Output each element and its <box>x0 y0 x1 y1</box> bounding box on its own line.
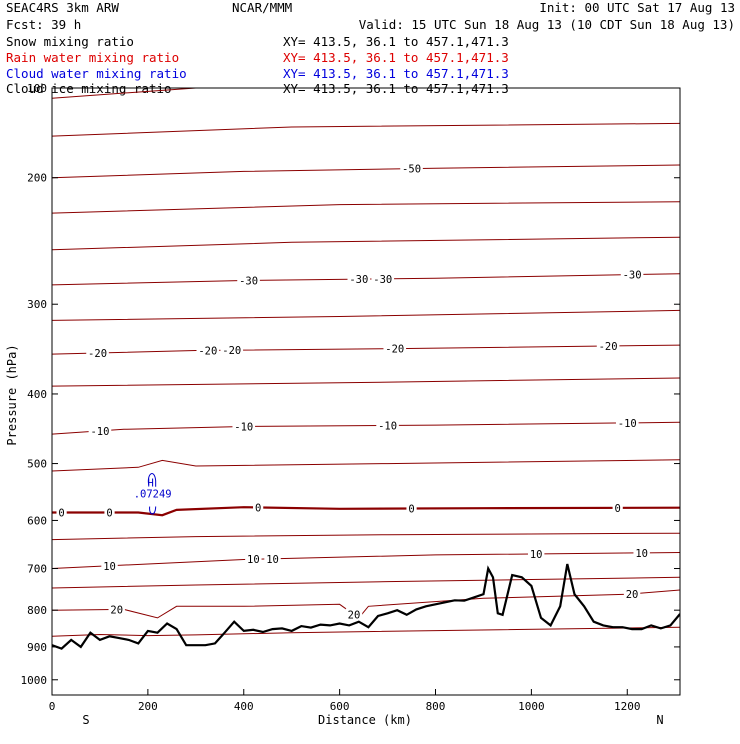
isotherm-line <box>52 533 680 539</box>
plot-frame <box>52 88 680 695</box>
isotherm-line <box>52 345 680 354</box>
isotherm-label: 10 <box>103 561 116 573</box>
x-tick-label: 400 <box>234 700 254 713</box>
isotherm-label: -20 <box>222 345 241 357</box>
isotherm-label: 0 <box>408 504 414 516</box>
isotherm-line <box>52 310 680 320</box>
isotherm-label: -20 <box>198 345 217 357</box>
field-xy-snow: XY= 413.5, 36.1 to 457.1,471.3 <box>283 34 509 49</box>
y-top-tick-label: 100 <box>27 82 47 95</box>
isotherm-label: 0 <box>615 503 621 515</box>
x-tick-label: 200 <box>138 700 158 713</box>
isotherm-label: 20 <box>626 589 639 601</box>
field-xy-cloud-water: XY= 413.5, 36.1 to 457.1,471.3 <box>283 66 509 81</box>
isotherm-label: -30 <box>349 274 368 286</box>
isotherm-label: -10 <box>90 426 109 438</box>
y-tick-label: 500 <box>27 458 47 471</box>
x-tick-label: 1200 <box>614 700 641 713</box>
isotherm-label: 0 <box>106 508 112 520</box>
y-tick-label: 900 <box>27 641 47 654</box>
isotherm-label: -20 <box>88 348 107 360</box>
isotherm-label: -50 <box>402 164 421 176</box>
field-label-snow: Snow mixing ratio <box>6 34 134 49</box>
field-legend: Snow mixing ratio XY= 413.5, 36.1 to 457… <box>6 34 509 96</box>
isotherm-label: -60 <box>618 72 637 84</box>
forecast-hour: Fcst: 39 h <box>6 17 81 32</box>
isotherm-line <box>52 202 680 213</box>
x-start-label: S <box>82 713 89 727</box>
field-label-rain: Rain water mixing ratio <box>6 50 179 65</box>
org-label: NCAR/MMM <box>232 0 292 15</box>
x-tick-label: 600 <box>330 700 350 713</box>
x-axis-label: Distance (km) <box>318 713 412 727</box>
isotherm-label: 0 <box>58 508 64 520</box>
isotherm-label: 0 <box>255 502 261 514</box>
isotherm-label: -30 <box>373 274 392 286</box>
init-time: Init: 00 UTC Sat 17 Aug 13 <box>539 0 735 15</box>
isotherm-line <box>52 577 680 588</box>
isotherm-line <box>52 460 680 471</box>
isotherm-label: 20 <box>348 610 361 622</box>
isotherm-label: 10 <box>266 554 279 566</box>
cloud-contour-bottom <box>150 507 156 514</box>
isotherm-label: -30 <box>623 270 642 282</box>
y-tick-label: 800 <box>27 604 47 617</box>
isotherm-line <box>52 553 680 569</box>
isotherm-line <box>52 422 680 434</box>
x-end-label: N <box>656 713 663 727</box>
field-xy-rain: XY= 413.5, 36.1 to 457.1,471.3 <box>283 50 509 65</box>
y-tick-label: 200 <box>27 172 47 185</box>
model-title: SEAC4RS 3km ARW <box>6 0 119 15</box>
valid-time: Valid: 15 UTC Sun 18 Aug 13 (10 CDT Sun … <box>359 17 735 32</box>
isotherm-line <box>52 378 680 386</box>
isotherm-line <box>52 590 680 618</box>
isotherm-line <box>52 165 680 178</box>
isotherm-label-bg <box>616 71 639 82</box>
y-tick-label: 400 <box>27 388 47 401</box>
isotherm-label: -30 <box>239 275 258 287</box>
y-tick-label: 700 <box>27 563 47 576</box>
isotherm-line <box>52 507 680 515</box>
isotherm-label: -20 <box>599 341 618 353</box>
x-tick-label: 0 <box>49 700 56 713</box>
isotherm-label: -20 <box>385 344 404 356</box>
x-tick-label: 800 <box>426 700 446 713</box>
isotherm-label: 10 <box>530 549 543 561</box>
y-tick-label: 300 <box>27 298 47 311</box>
isotherm-label: 10 <box>635 548 648 560</box>
isotherm-line <box>52 237 680 250</box>
y-axis-label: Pressure (hPa) <box>5 344 19 445</box>
isotherm-label: -10 <box>234 422 253 434</box>
x-tick-label: 1000 <box>518 700 545 713</box>
isotherm-label: -10 <box>378 420 397 432</box>
isotherm-label: 20 <box>110 604 123 616</box>
y-tick-label: 1000 <box>21 674 48 687</box>
field-label-cloud-water: Cloud water mixing ratio <box>6 66 187 81</box>
plot-area: -70-72.39-67.62-66.71-60-60-50-30-30-30-… <box>52 0 681 649</box>
isotherm-label: -10 <box>618 418 637 430</box>
y-tick-label: 600 <box>27 514 47 527</box>
isotherm-label: 10 <box>247 554 260 566</box>
cloud-max-value: .07249 <box>134 489 172 501</box>
isotherm-line <box>52 123 680 136</box>
plot-content: -70-72.39-67.62-66.71-60-60-50-30-30-30-… <box>52 0 681 649</box>
